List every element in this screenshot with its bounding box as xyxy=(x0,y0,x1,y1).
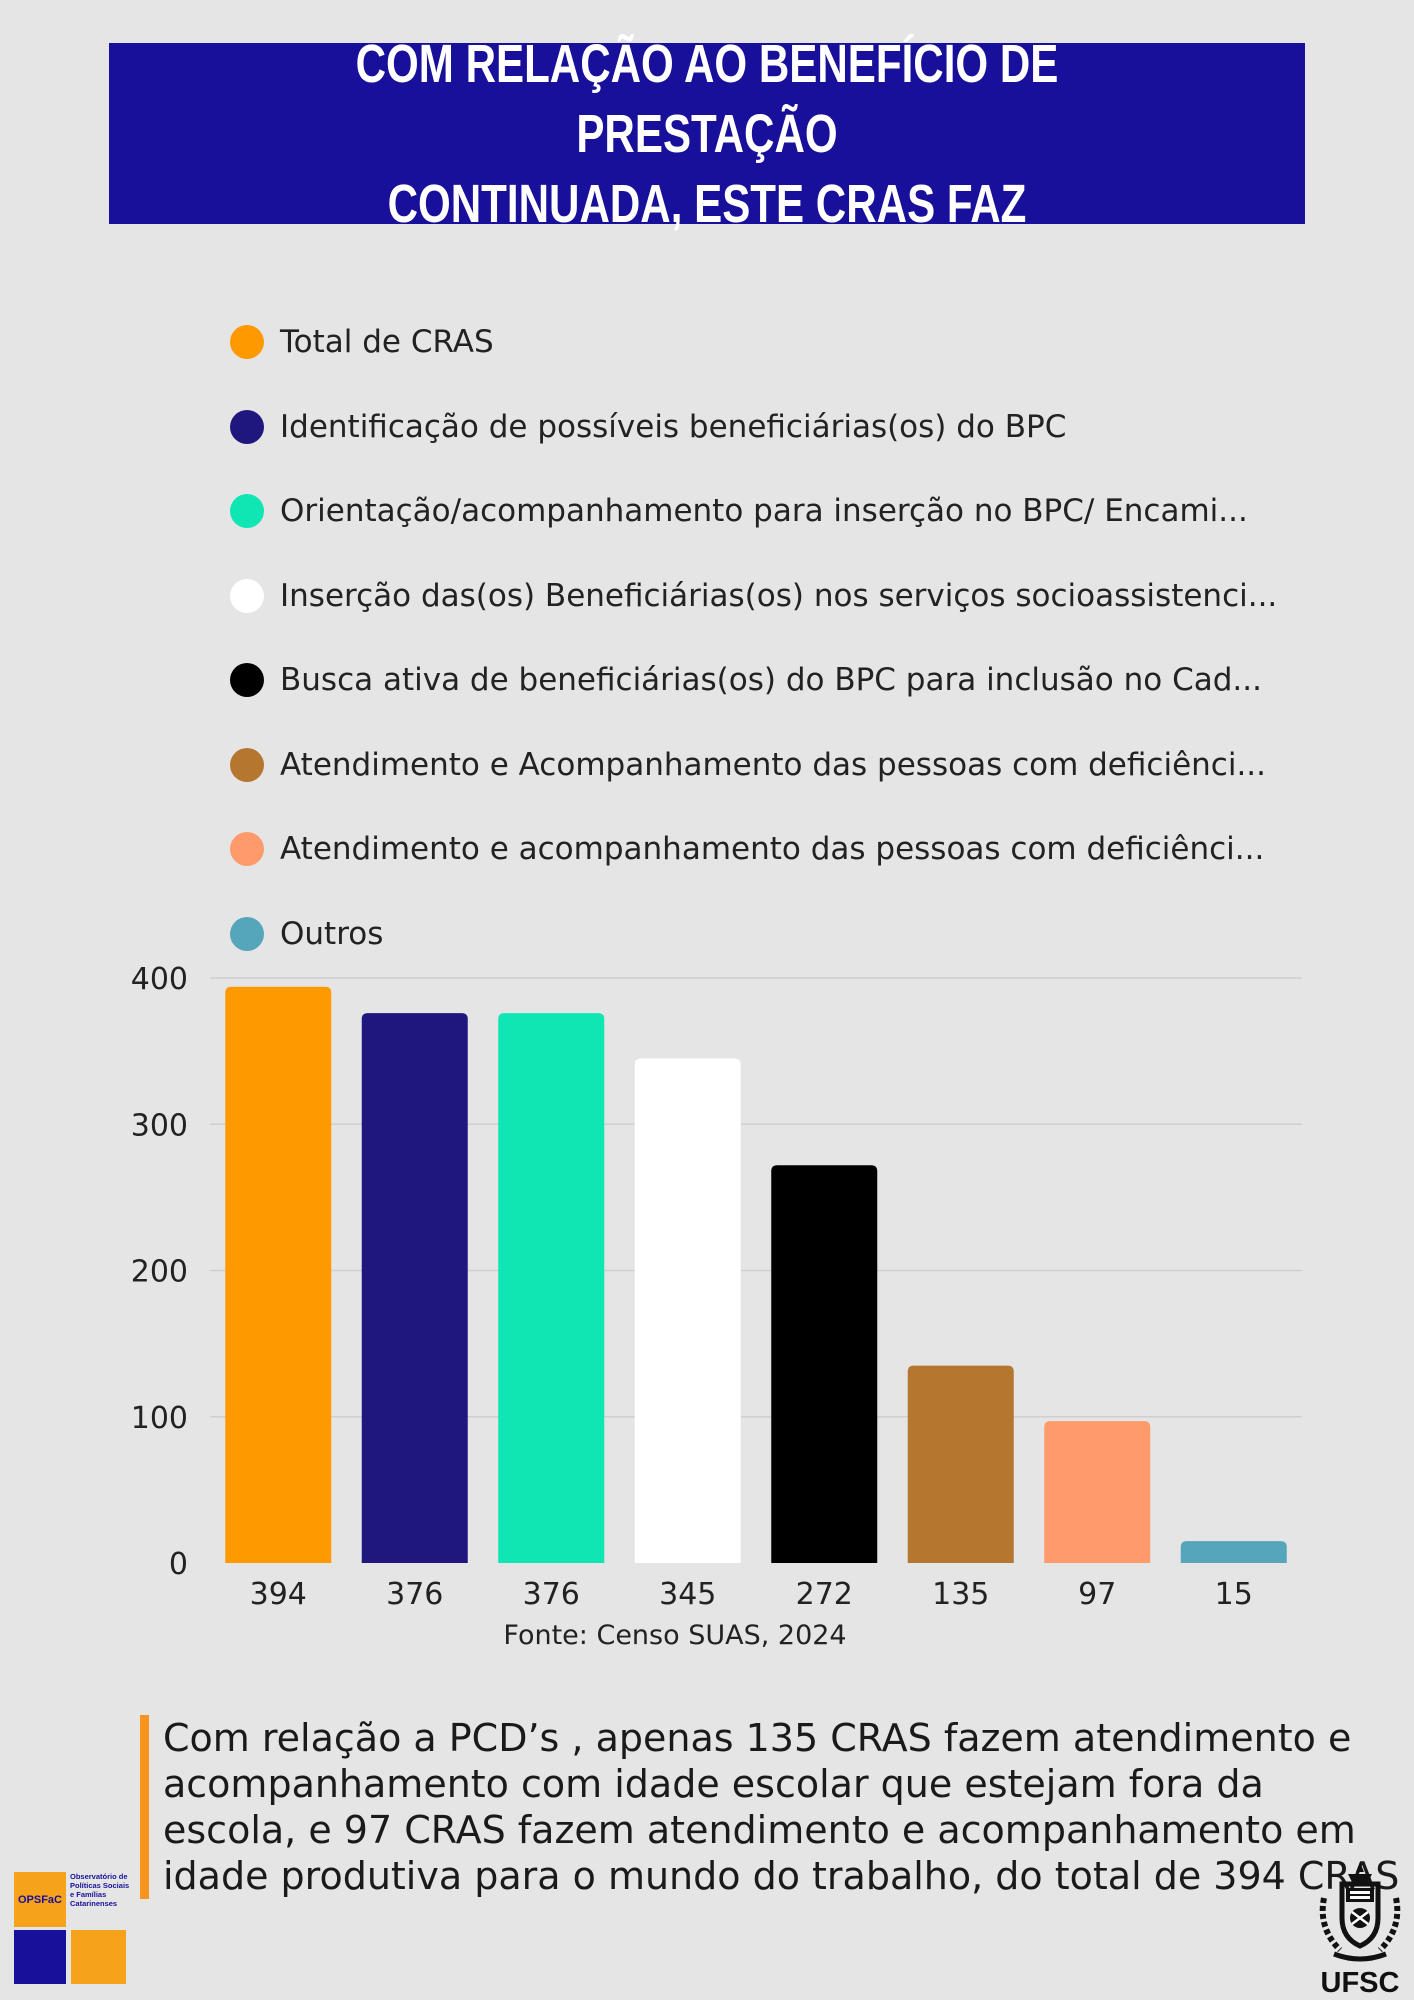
opsfac-logo-abbrev: OPSFaC xyxy=(14,1872,66,1927)
page-title-line-2: CONTINUADA, ESTE CRAS FAZ xyxy=(387,173,1027,234)
summary-note: Com relação a PCD’s , apenas 135 CRAS fa… xyxy=(140,1715,1403,1899)
y-tick-label: 300 xyxy=(131,1108,188,1143)
legend-label: Total de CRAS xyxy=(280,324,494,361)
x-tick-label: 345 xyxy=(659,1577,716,1612)
legend-item: Outros xyxy=(230,892,1330,977)
legend-item: Total de CRAS xyxy=(230,300,1330,385)
legend-item: Atendimento e Acompanhamento das pessoas… xyxy=(230,723,1330,808)
y-tick-label: 0 xyxy=(169,1547,188,1582)
bar-chart: 0 100 200 300 400 394 376 376 345 272 135 97 15 xyxy=(131,962,1302,1612)
legend-item: Inserção das(os) Beneficiárias(os) nos s… xyxy=(230,554,1330,639)
bar xyxy=(498,1013,605,1563)
legend-swatch xyxy=(230,494,264,529)
ufsc-logo-text: UFSC xyxy=(1320,1967,1400,1999)
chart-y-axis: 0 100 200 300 400 xyxy=(131,962,188,1582)
legend-swatch xyxy=(230,325,264,360)
legend-swatch xyxy=(230,916,264,951)
opsfac-logo-name: Observatório de Políticas Sociais e Famí… xyxy=(70,1872,130,1908)
opsfac-logo-square-blue xyxy=(14,1930,66,1984)
legend-item: Atendimento e acompanhamento das pessoas… xyxy=(230,807,1330,892)
x-tick-label: 135 xyxy=(932,1577,989,1612)
legend-swatch xyxy=(230,663,264,698)
legend-label: Atendimento e acompanhamento das pessoas… xyxy=(280,831,1265,868)
page-title-line-1: COM RELAÇÃO AO BENEFÍCIO DE PRESTAÇÃO xyxy=(355,33,1059,164)
x-tick-label: 15 xyxy=(1215,1577,1253,1612)
legend-swatch xyxy=(230,747,264,782)
chart-source: Fonte: Censo SUAS, 2024 xyxy=(503,1620,847,1651)
legend-label: Outros xyxy=(280,915,384,952)
bar xyxy=(634,1058,741,1563)
legend-label: Identificação de possíveis beneficiárias… xyxy=(280,408,1067,445)
bar xyxy=(771,1165,878,1563)
x-tick-label: 394 xyxy=(250,1577,307,1612)
x-tick-label: 97 xyxy=(1078,1577,1116,1612)
ufsc-crest-icon xyxy=(1319,1862,1401,1962)
legend-swatch xyxy=(230,832,264,867)
page-title: COM RELAÇÃO AO BENEFÍCIO DE PRESTAÇÃO CO… xyxy=(241,29,1174,239)
legend-swatch xyxy=(230,409,264,444)
legend-label: Orientação/acompanhamento para inserção … xyxy=(280,493,1248,530)
y-tick-label: 200 xyxy=(131,1255,188,1290)
legend-item: Busca ativa de beneficiárias(os) do BPC … xyxy=(230,638,1330,723)
opsfac-logo: OPSFaC Observatório de Políticas Sociais… xyxy=(14,1872,129,1984)
legend-label: Busca ativa de beneficiárias(os) do BPC … xyxy=(280,662,1262,699)
x-tick-label: 376 xyxy=(523,1577,580,1612)
bar xyxy=(907,1365,1014,1563)
bar xyxy=(225,986,332,1563)
chart-bars xyxy=(225,986,1287,1563)
legend-label: Inserção das(os) Beneficiárias(os) nos s… xyxy=(280,577,1278,614)
y-tick-label: 400 xyxy=(131,962,188,997)
x-tick-label: 272 xyxy=(796,1577,853,1612)
legend-swatch xyxy=(230,578,264,613)
title-banner: COM RELAÇÃO AO BENEFÍCIO DE PRESTAÇÃO CO… xyxy=(109,34,1305,234)
bar xyxy=(361,1013,468,1563)
chart-x-axis: 394 376 376 345 272 135 97 15 xyxy=(250,1577,1253,1612)
opsfac-logo-square-orange xyxy=(71,1930,126,1984)
bar xyxy=(1180,1541,1287,1563)
legend-label: Atendimento e Acompanhamento das pessoas… xyxy=(280,746,1267,783)
legend-item: Identificação de possíveis beneficiárias… xyxy=(230,385,1330,470)
x-tick-label: 376 xyxy=(386,1577,443,1612)
bar xyxy=(1044,1421,1151,1563)
chart-legend: Total de CRAS Identificação de possíveis … xyxy=(230,300,1330,976)
legend-item: Orientação/acompanhamento para inserção … xyxy=(230,469,1330,554)
y-tick-label: 100 xyxy=(131,1401,188,1436)
ufsc-logo: UFSC xyxy=(1312,1858,1408,2000)
